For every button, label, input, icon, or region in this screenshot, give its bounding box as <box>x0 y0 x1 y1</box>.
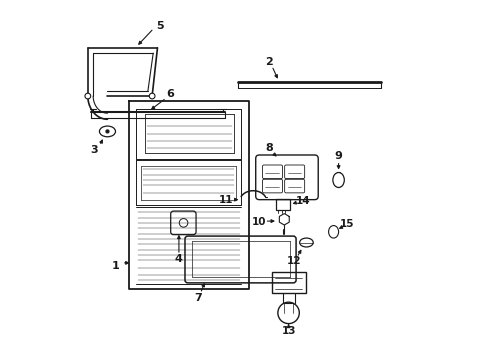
Text: 12: 12 <box>287 256 301 266</box>
Text: 9: 9 <box>335 152 343 161</box>
Circle shape <box>85 93 91 99</box>
Text: 14: 14 <box>296 197 311 206</box>
Text: 7: 7 <box>194 293 202 303</box>
Text: 4: 4 <box>175 254 183 264</box>
Text: 10: 10 <box>252 217 267 227</box>
Text: 6: 6 <box>166 89 174 99</box>
Text: 15: 15 <box>340 219 355 229</box>
Circle shape <box>149 93 155 99</box>
Text: 8: 8 <box>265 143 273 153</box>
Text: 1: 1 <box>111 261 119 271</box>
Circle shape <box>106 130 109 133</box>
Bar <box>272 272 306 293</box>
Text: 5: 5 <box>156 21 164 31</box>
Text: 3: 3 <box>91 145 98 156</box>
Bar <box>276 199 290 210</box>
Text: 2: 2 <box>266 57 273 67</box>
Text: 13: 13 <box>281 326 296 336</box>
Text: 11: 11 <box>219 195 233 204</box>
